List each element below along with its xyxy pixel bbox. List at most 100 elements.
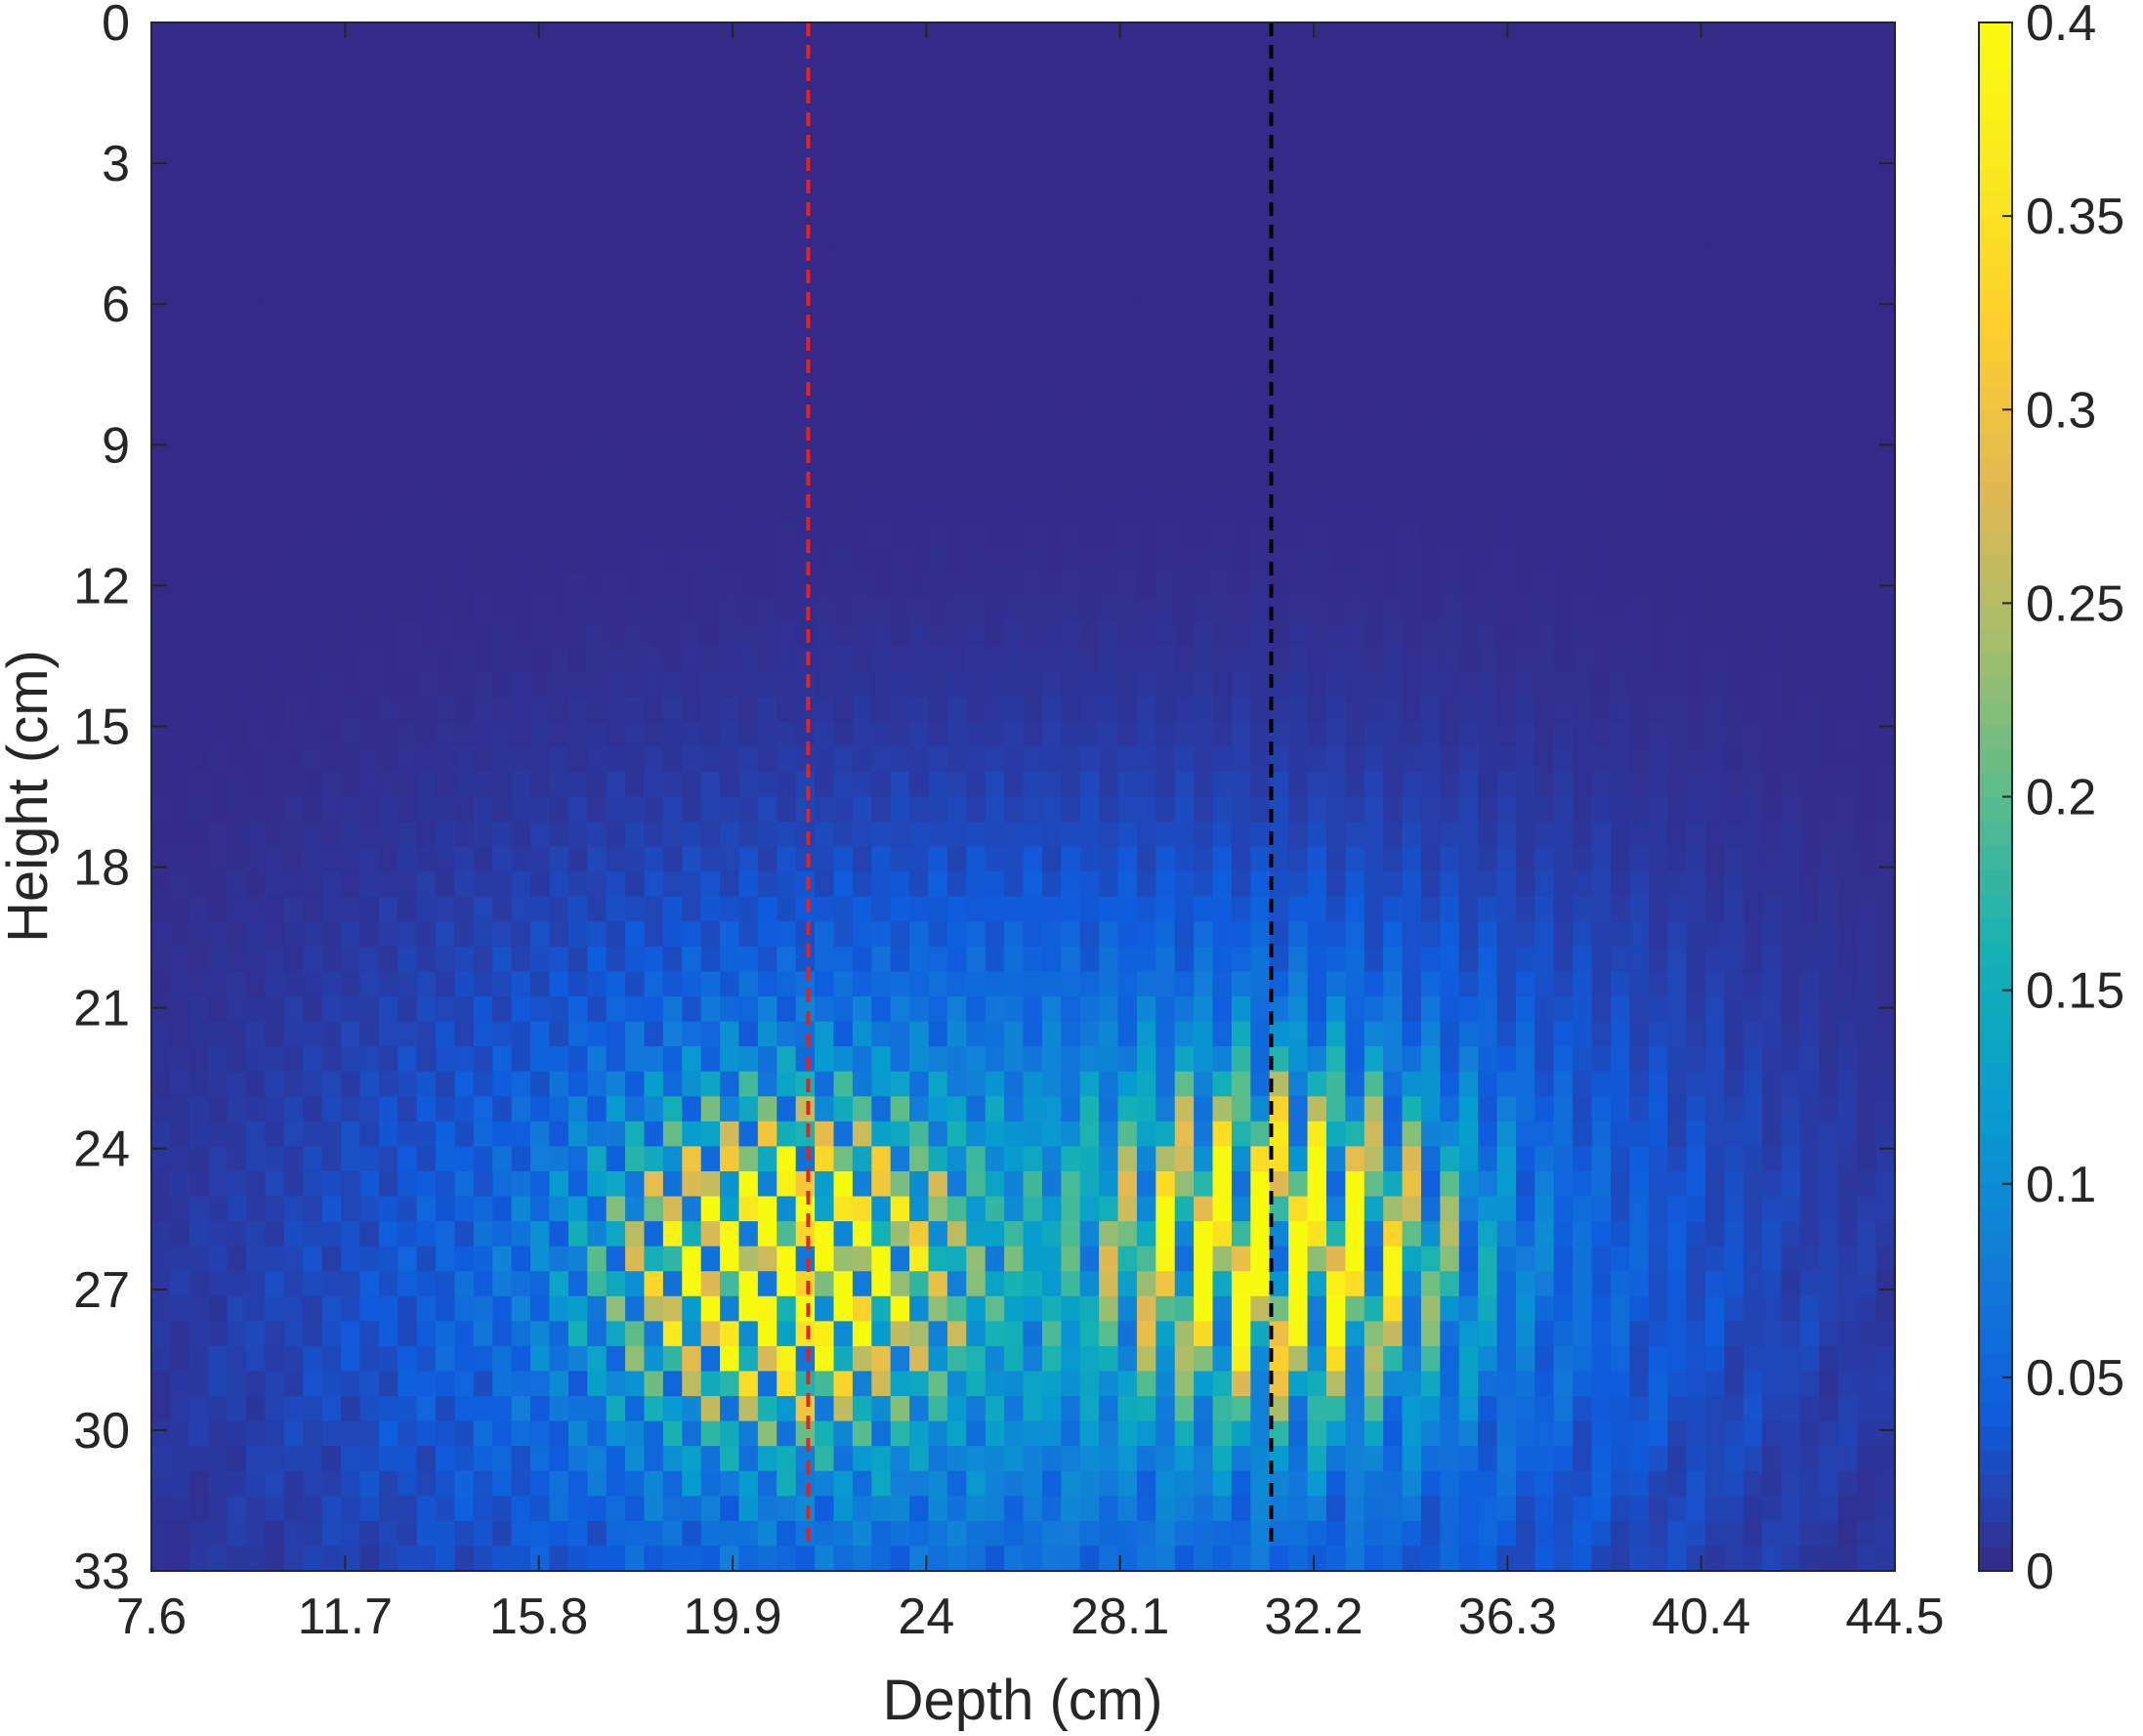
heatmap-cell xyxy=(1440,321,1460,348)
heatmap-cell xyxy=(1496,671,1517,698)
heatmap-cell xyxy=(341,122,361,148)
heatmap-cell xyxy=(473,771,493,798)
heatmap-cell xyxy=(359,122,380,148)
heatmap-cell xyxy=(341,896,361,922)
heatmap-cell xyxy=(682,796,702,823)
heatmap-cell xyxy=(530,771,551,798)
heatmap-cell xyxy=(795,97,816,123)
heatmap-cell xyxy=(1648,1096,1668,1122)
heatmap-cell xyxy=(151,1446,171,1472)
heatmap-cell xyxy=(436,671,456,698)
heatmap-cell xyxy=(1364,822,1384,848)
heatmap-cell xyxy=(1648,122,1668,148)
heatmap-cell xyxy=(720,472,740,498)
heatmap-cell xyxy=(720,1196,740,1222)
heatmap-cell xyxy=(549,621,569,648)
heatmap-cell xyxy=(170,272,190,298)
heatmap-cell xyxy=(1573,1046,1593,1073)
heatmap-cell xyxy=(321,172,342,198)
heatmap-cell xyxy=(985,72,1005,99)
heatmap-cell xyxy=(1250,896,1271,922)
heatmap-cell xyxy=(1079,1021,1100,1047)
heatmap-cell xyxy=(1345,721,1366,747)
heatmap-cell xyxy=(473,222,493,248)
heatmap-cell xyxy=(1288,796,1309,823)
heatmap-cell xyxy=(1440,1520,1460,1547)
heatmap-cell xyxy=(321,946,342,973)
heatmap-cell xyxy=(1023,1271,1043,1297)
heatmap-cell xyxy=(871,422,892,448)
heatmap-cell xyxy=(1420,397,1441,423)
heatmap-cell xyxy=(815,1021,835,1047)
heatmap-cell xyxy=(1553,522,1574,548)
heatmap-cell xyxy=(1156,321,1176,348)
heatmap-cell xyxy=(321,647,342,673)
heatmap-cell xyxy=(283,321,304,348)
heatmap-cell xyxy=(1364,1446,1384,1472)
heatmap-cell xyxy=(1079,472,1100,498)
heatmap-cell xyxy=(909,1470,930,1497)
heatmap-cell xyxy=(170,946,190,973)
heatmap-cell xyxy=(1553,647,1574,673)
heatmap-cell xyxy=(644,596,664,623)
heatmap-cell xyxy=(416,47,437,73)
heatmap-cell xyxy=(1420,422,1441,448)
heatmap-cell xyxy=(1610,822,1630,848)
heatmap-cell xyxy=(966,472,987,498)
heatmap-cell xyxy=(265,272,285,298)
heatmap-cell xyxy=(625,1221,646,1248)
heatmap-cell xyxy=(151,1121,171,1147)
heatmap-cell xyxy=(549,1345,569,1373)
heatmap-cell xyxy=(871,297,892,323)
heatmap-cell xyxy=(303,546,323,573)
heatmap-cell xyxy=(283,172,304,198)
heatmap-cell xyxy=(416,1371,437,1397)
heatmap-cell xyxy=(606,1221,626,1248)
heatmap-cell xyxy=(1345,422,1366,448)
heatmap-cell xyxy=(833,222,854,248)
heatmap-cell xyxy=(1420,222,1441,248)
heatmap-cell xyxy=(833,147,854,173)
heatmap-cell xyxy=(265,1545,285,1571)
heatmap-cell xyxy=(852,347,872,373)
heatmap-cell xyxy=(1004,1396,1025,1422)
heatmap-cell xyxy=(492,196,513,224)
heatmap-cell xyxy=(1136,496,1156,523)
heatmap-cell xyxy=(436,871,456,898)
heatmap-cell xyxy=(265,1046,285,1073)
heatmap-cell xyxy=(246,1221,267,1248)
heatmap-cell xyxy=(265,247,285,274)
heatmap-cell xyxy=(436,347,456,373)
heatmap-cell xyxy=(1364,272,1384,298)
heatmap-cell xyxy=(1212,1321,1233,1347)
heatmap-cell xyxy=(909,196,930,224)
heatmap-cell xyxy=(985,1046,1005,1073)
heatmap-cell xyxy=(1345,472,1366,498)
heatmap-cell xyxy=(587,721,608,747)
heatmap-cell xyxy=(1591,1520,1612,1547)
heatmap-cell xyxy=(1117,222,1138,248)
heatmap-cell xyxy=(757,1271,777,1297)
heatmap-cell xyxy=(1269,1046,1289,1073)
heatmap-cell xyxy=(283,1221,304,1248)
heatmap-cell xyxy=(1440,422,1460,448)
heatmap-cell xyxy=(890,796,910,823)
heatmap-cell xyxy=(909,1396,930,1422)
heatmap-cell xyxy=(1534,1446,1555,1472)
heatmap-cell xyxy=(1553,572,1574,598)
heatmap-cell xyxy=(833,1446,854,1472)
heatmap-cell xyxy=(1307,746,1327,773)
heatmap-cell xyxy=(1099,446,1119,473)
heatmap-cell xyxy=(1174,147,1195,173)
heatmap-cell xyxy=(757,596,777,623)
heatmap-cell xyxy=(662,247,683,274)
heatmap-cell xyxy=(966,1496,987,1522)
heatmap-cell xyxy=(416,172,437,198)
heatmap-cell xyxy=(777,921,797,948)
heatmap-cell xyxy=(738,1246,759,1272)
heatmap-cell xyxy=(1194,572,1214,598)
heatmap-cell xyxy=(473,397,493,423)
heatmap-cell xyxy=(283,771,304,798)
heatmap-cell xyxy=(1079,297,1100,323)
heatmap-cell xyxy=(1099,572,1119,598)
